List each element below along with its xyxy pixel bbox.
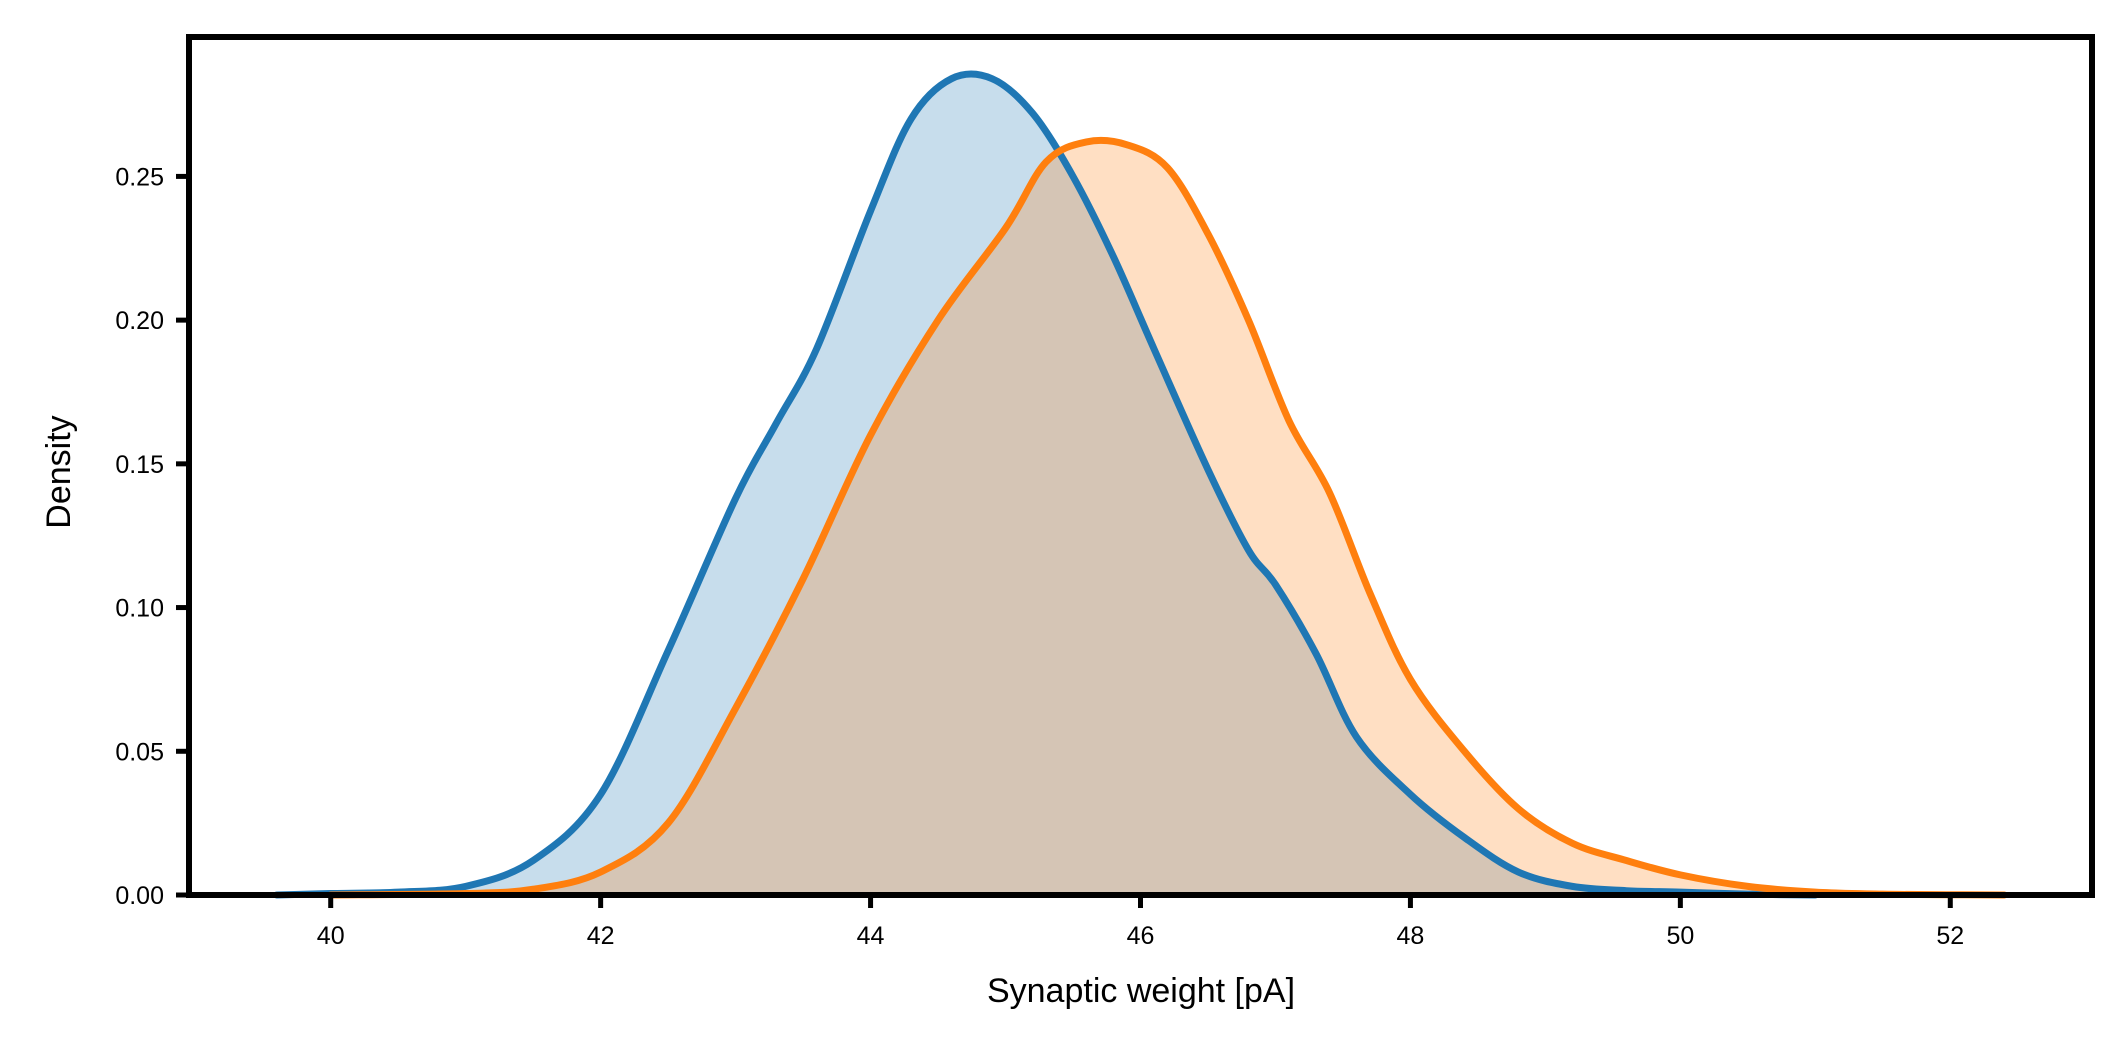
x-tick-label: 46 <box>1127 922 1155 950</box>
series-2-line <box>327 136 2008 899</box>
y-tick-label: 0.00 <box>115 882 164 910</box>
plot-frame <box>186 34 2095 898</box>
y-axis-ticks: 0.00 0.05 0.10 0.15 0.20 0.25 <box>115 163 189 910</box>
x-tick-label: 52 <box>1936 922 1964 950</box>
y-tick-label: 0.20 <box>115 307 164 335</box>
x-axis-label: Synaptic weight [pA] <box>987 972 1295 1010</box>
series-2-fill <box>330 140 2005 895</box>
x-tick-label: 42 <box>587 922 615 950</box>
y-tick-label: 0.25 <box>115 163 164 191</box>
y-axis-label: Density <box>40 415 78 528</box>
y-tick-label: 0.05 <box>115 738 164 766</box>
series-1-fill <box>276 74 1816 895</box>
x-tick-label: 48 <box>1397 922 1425 950</box>
y-tick-label: 0.15 <box>115 451 164 479</box>
x-axis-ticks: 40 42 44 46 48 50 52 <box>317 895 1964 950</box>
series-layer <box>273 70 2008 899</box>
x-tick-label: 40 <box>317 922 345 950</box>
x-tick-label: 50 <box>1666 922 1694 950</box>
x-tick-label: 44 <box>857 922 885 950</box>
y-tick-label: 0.10 <box>115 595 164 623</box>
